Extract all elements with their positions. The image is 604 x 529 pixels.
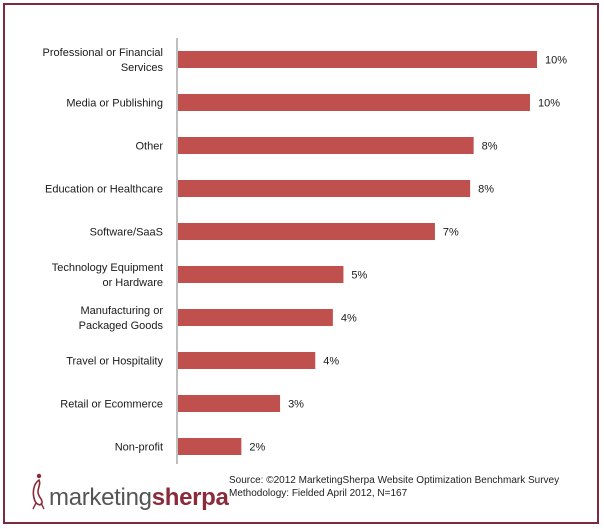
- bar: [178, 352, 316, 369]
- value-label: 8%: [478, 184, 494, 196]
- logo-wordmark: marketingsherpa: [49, 486, 229, 510]
- logo-wordmark-part-a: marketing: [49, 484, 152, 511]
- marketingsherpa-logo: marketingsherpa: [30, 470, 229, 510]
- value-label: 4%: [341, 313, 357, 325]
- source-note: Source: ©2012 MarketingSherpa Website Op…: [229, 474, 589, 500]
- category-label: Other: [135, 141, 163, 153]
- bar: [178, 94, 530, 111]
- bar: [178, 223, 435, 240]
- source-line: Source: ©2012 MarketingSherpa Website Op…: [229, 475, 560, 486]
- category-label: Retail or Ecommerce: [60, 399, 163, 411]
- value-label: 2%: [249, 442, 265, 454]
- value-label: 3%: [288, 399, 304, 411]
- category-label: Software/SaaS: [90, 227, 163, 239]
- bar: [178, 438, 242, 455]
- bar: [178, 266, 344, 283]
- value-label: 7%: [443, 227, 459, 239]
- category-label: Non-profit: [115, 442, 163, 454]
- value-label: 5%: [351, 270, 367, 282]
- bar: [178, 395, 281, 412]
- category-label: Travel or Hospitality: [66, 356, 163, 368]
- value-label: 10%: [545, 55, 567, 67]
- methodology-line: Methodology: Fielded April 2012, N=167: [229, 488, 408, 499]
- logo-wordmark-part-b: sherpa: [151, 484, 229, 511]
- bar: [178, 51, 537, 68]
- category-label: Media or Publishing: [66, 98, 163, 110]
- category-label: Education or Healthcare: [45, 184, 163, 196]
- bar: [178, 137, 474, 154]
- sherpa-figure-icon: [30, 470, 48, 510]
- value-label: 10%: [538, 98, 560, 110]
- category-label: Packaged Goods: [79, 320, 164, 332]
- category-label: Manufacturing or: [80, 305, 163, 317]
- value-label: 4%: [323, 356, 339, 368]
- chart-frame: [3, 3, 599, 524]
- category-label: Services: [121, 62, 164, 74]
- category-label: Technology Equipment: [52, 262, 163, 274]
- category-label: or Hardware: [102, 277, 163, 289]
- bar: [178, 309, 333, 326]
- category-label: Professional or Financial: [43, 47, 163, 59]
- bar: [178, 180, 471, 197]
- value-label: 8%: [482, 141, 498, 153]
